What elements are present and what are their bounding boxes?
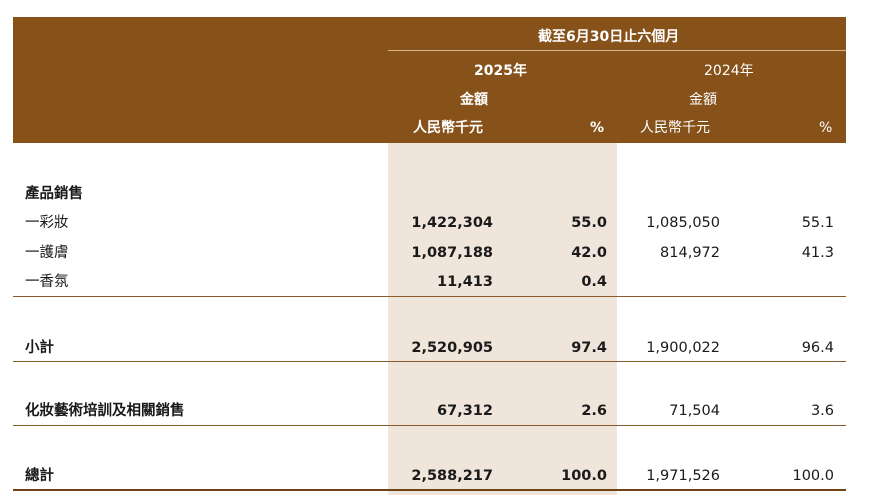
table-header [13, 17, 846, 143]
percent-2024: 55.1 [801, 215, 834, 231]
currency-heading-2024: 人民幣千元 [640, 120, 710, 136]
section-title: 產品銷售 [25, 186, 83, 202]
amount-2024: 1,900,022 [646, 340, 720, 356]
year-2024-heading: 2024年 [704, 63, 754, 79]
percent-2025: 0.4 [581, 274, 607, 290]
amount-2024: 1,085,050 [646, 215, 720, 231]
amount-2024: 1,971,526 [646, 468, 720, 484]
percent-2025: 2.6 [581, 403, 607, 419]
current-year-highlight [388, 143, 617, 495]
percent-heading-2024: % [819, 120, 833, 136]
row-divider [13, 296, 846, 297]
row-divider [13, 425, 846, 426]
percent-2024: 96.4 [801, 340, 834, 356]
row-label: 小計 [25, 340, 54, 356]
row-label: 一護膚 [25, 245, 69, 261]
row-label: 一彩妝 [25, 215, 69, 231]
amount-2025: 1,087,188 [411, 245, 493, 261]
row-label: 一香氛 [25, 274, 69, 290]
percent-heading-2025: % [590, 120, 605, 136]
year-2025-heading: 2025年 [474, 63, 527, 79]
percent-2025: 55.0 [571, 215, 607, 231]
amount-2025: 11,413 [437, 274, 493, 290]
percent-2025: 100.0 [561, 468, 607, 484]
amount-2025: 2,520,905 [411, 340, 493, 356]
amount-2024: 814,972 [660, 245, 720, 261]
amount-2024: 71,504 [669, 403, 720, 419]
percent-2024: 41.3 [801, 245, 834, 261]
period-heading: 截至6月30日止六個月 [538, 29, 680, 45]
percent-2024: 3.6 [810, 403, 834, 419]
amount-2025: 1,422,304 [411, 215, 493, 231]
amount-2025: 67,312 [437, 403, 493, 419]
row-label: 總計 [25, 468, 54, 484]
amount-heading-2024: 金額 [689, 92, 717, 108]
percent-2024: 100.0 [792, 468, 834, 484]
row-label: 化妝藝術培訓及相關銷售 [25, 403, 185, 419]
amount-2025: 2,588,217 [411, 468, 493, 484]
row-divider [13, 361, 846, 362]
header-divider [388, 50, 846, 51]
currency-heading-2025: 人民幣千元 [413, 120, 483, 136]
amount-heading-2025: 金額 [460, 92, 488, 108]
percent-2025: 42.0 [571, 245, 607, 261]
percent-2025: 97.4 [571, 340, 607, 356]
table-bottom-rule [13, 489, 846, 491]
